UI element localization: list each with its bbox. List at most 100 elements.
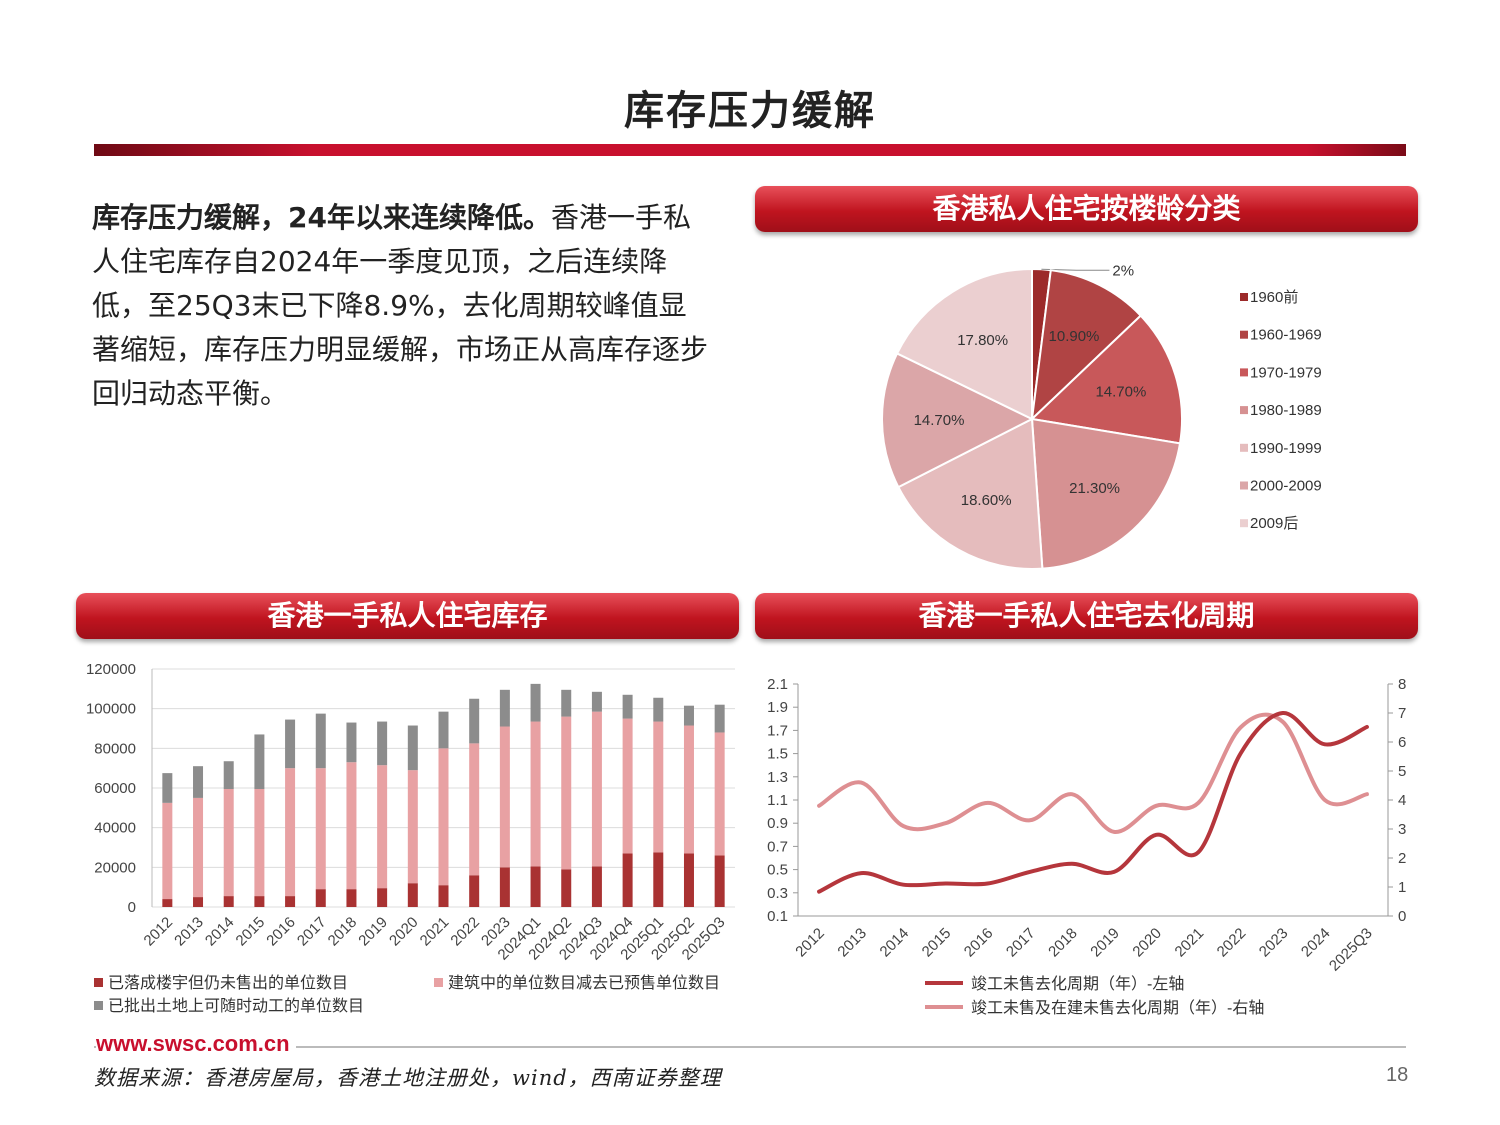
y-tick-label: 40000 bbox=[94, 820, 136, 837]
x-tick-label: 2015 bbox=[233, 914, 269, 950]
legend-label: 1990-1999 bbox=[1250, 440, 1322, 457]
bar-segment bbox=[346, 722, 357, 763]
y-tick-label: 80000 bbox=[94, 740, 136, 757]
right-y-tick-label: 3 bbox=[1398, 821, 1406, 838]
pie-slice bbox=[1029, 314, 1183, 445]
legend-label: 竣工未售去化周期（年）-左轴 bbox=[971, 975, 1184, 993]
legend-swatch bbox=[1240, 368, 1248, 377]
bar-segment bbox=[285, 768, 296, 897]
left-y-tick-label: 0.7 bbox=[767, 838, 788, 855]
dual-axis-line-chart: 0.1 0.3 0.5 0.7 0.9 1.1 1.3 1.5 1.7 1.9 2.1 0 1 2 3 4 5 6… bbox=[767, 676, 1406, 1017]
y-tick-label: 0 bbox=[128, 899, 136, 916]
bar-segment bbox=[162, 802, 173, 900]
left-y-tick-label: 0.5 bbox=[767, 862, 788, 879]
stacked-bar-chart: 0200004000060000800001000001200002012201… bbox=[86, 661, 735, 1015]
bar-segment bbox=[223, 761, 234, 789]
x-tick-label: 2021 bbox=[417, 914, 453, 950]
bar-segment bbox=[622, 853, 633, 907]
series-line-left-axis bbox=[817, 711, 1369, 894]
bar-segment bbox=[346, 762, 357, 890]
right-y-tick-label: 2 bbox=[1398, 850, 1406, 867]
x-tick-label: 2012 bbox=[141, 914, 177, 950]
bar-segment bbox=[315, 889, 326, 907]
bar-segment bbox=[530, 683, 541, 722]
legend-swatch bbox=[434, 978, 443, 987]
x-tick-label: 2019 bbox=[1087, 925, 1123, 961]
bar-segment bbox=[469, 698, 480, 744]
data-source-note: 数据来源：香港房屋局，香港土地注册处，wind，西南证券整理 bbox=[94, 1066, 722, 1090]
website-link[interactable]: www.swsc.com.cn bbox=[96, 1031, 296, 1057]
left-y-tick-label: 2.1 bbox=[767, 676, 788, 693]
pie-data-label: 18.60% bbox=[961, 492, 1012, 509]
title-underline-bar bbox=[94, 144, 1406, 156]
bar-segment bbox=[193, 797, 204, 898]
bar-segment bbox=[407, 725, 418, 771]
x-tick-label: 2014 bbox=[877, 925, 913, 961]
page-title: 库存压力缓解 bbox=[624, 88, 876, 134]
legend-swatch bbox=[94, 1001, 103, 1010]
bar-segment bbox=[530, 866, 541, 907]
bar-segment bbox=[653, 721, 664, 853]
left-y-tick-label: 0.9 bbox=[767, 815, 788, 832]
bar-segment bbox=[499, 689, 510, 727]
x-tick-label: 2017 bbox=[1003, 925, 1039, 961]
pie-slice bbox=[895, 267, 1033, 421]
right-y-tick-label: 8 bbox=[1398, 676, 1406, 693]
bar-segment bbox=[714, 732, 725, 856]
x-tick-label: 2012 bbox=[792, 925, 828, 961]
pie-data-label: 21.30% bbox=[1069, 480, 1120, 497]
x-tick-label: 2013 bbox=[171, 914, 207, 950]
bar-segment bbox=[407, 883, 418, 907]
legend-swatch bbox=[1240, 293, 1248, 301]
bar-segment bbox=[407, 770, 418, 884]
bar-segment bbox=[438, 885, 449, 907]
bar-segment bbox=[377, 721, 388, 766]
bar-segment bbox=[653, 852, 664, 907]
x-tick-label: 2022 bbox=[1214, 925, 1250, 961]
legend-label: 1980-1989 bbox=[1250, 402, 1322, 419]
right-y-tick-label: 7 bbox=[1398, 705, 1406, 722]
legend-swatch bbox=[1240, 443, 1248, 452]
bar-segment bbox=[162, 899, 173, 907]
bar-segment bbox=[346, 889, 357, 907]
bar-segment bbox=[499, 867, 510, 907]
bar-segment bbox=[285, 719, 296, 769]
x-tick-label: 2018 bbox=[1045, 925, 1081, 961]
legend-label: 1970-1979 bbox=[1250, 364, 1322, 381]
bar-segment bbox=[469, 743, 480, 876]
pie-slice bbox=[897, 417, 1044, 570]
left-y-tick-label: 0.1 bbox=[767, 908, 788, 925]
line-panel-header: 香港一手私人住宅去化周期 bbox=[755, 593, 1418, 639]
legend-swatch bbox=[1240, 406, 1248, 415]
x-tick-label: 2015 bbox=[919, 925, 955, 961]
right-y-tick-label: 5 bbox=[1398, 763, 1406, 780]
legend-swatch bbox=[1240, 519, 1248, 528]
bar-segment bbox=[683, 725, 694, 854]
y-tick-label: 120000 bbox=[86, 661, 136, 678]
bar-segment bbox=[315, 713, 326, 769]
summary-body: 香港一手私人住宅库存自2024年一季度见顶，之后连续降低，至25Q3末已下降8.… bbox=[92, 201, 709, 410]
bar-segment bbox=[591, 711, 602, 867]
legend-label: 2000-2009 bbox=[1250, 478, 1322, 495]
bar-segment bbox=[285, 896, 296, 907]
pie-slice bbox=[881, 352, 1035, 489]
legend-label: 已落成楼宇但仍未售出的单位数目 bbox=[108, 974, 348, 992]
bar-segment bbox=[683, 705, 694, 726]
footer-divider bbox=[94, 1046, 1406, 1048]
page-number: 18 bbox=[1386, 1064, 1409, 1086]
left-y-tick-label: 1.3 bbox=[767, 769, 788, 786]
bar-segment bbox=[438, 711, 449, 749]
legend-swatch bbox=[94, 978, 103, 987]
bar-segment bbox=[377, 888, 388, 907]
bar-segment bbox=[591, 691, 602, 712]
pie-data-label: 17.80% bbox=[957, 332, 1008, 349]
pie-data-label: 2% bbox=[1112, 262, 1134, 279]
bar-segment bbox=[714, 855, 725, 907]
bar-segment bbox=[254, 896, 265, 907]
bar-segment bbox=[653, 697, 664, 722]
pie-data-label: 14.70% bbox=[1095, 384, 1146, 401]
bar-segment bbox=[591, 866, 602, 907]
legend-label: 竣工未售及在建未售去化周期（年）-右轴 bbox=[971, 999, 1264, 1017]
left-y-tick-label: 0.3 bbox=[767, 885, 788, 902]
x-tick-label: 2021 bbox=[1172, 925, 1208, 961]
